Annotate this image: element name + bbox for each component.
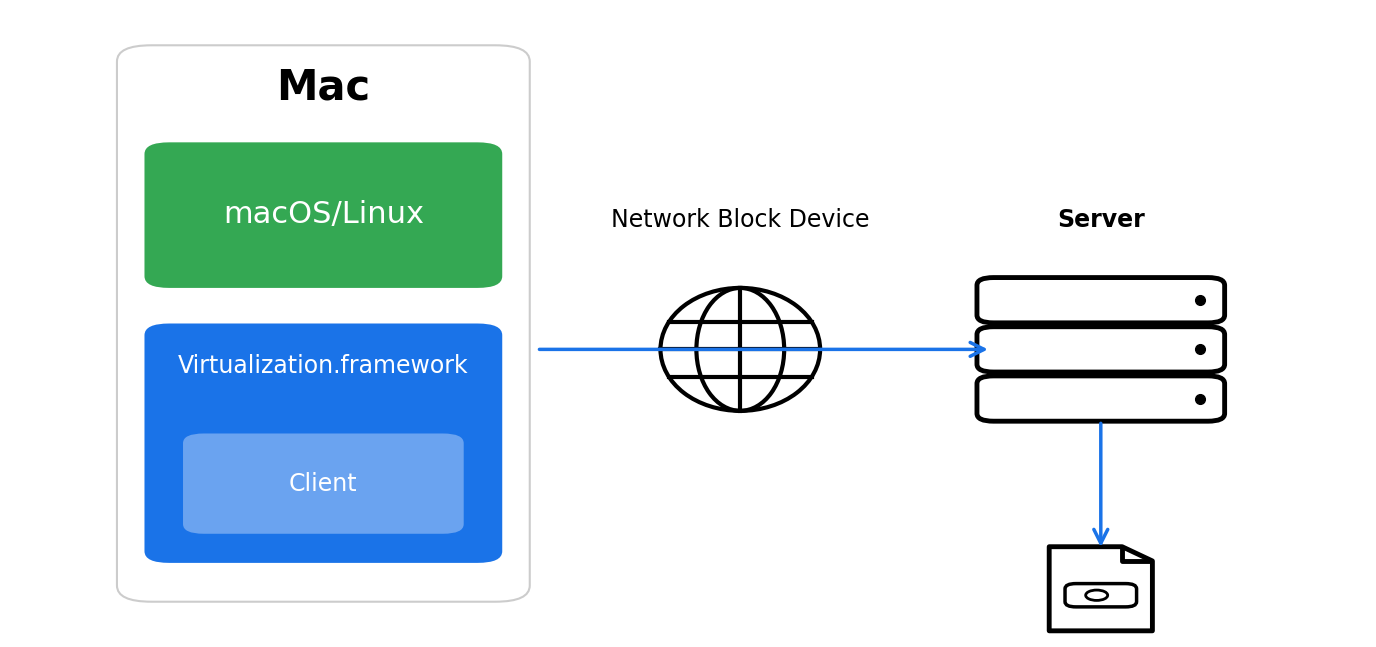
Text: Mac: Mac: [277, 67, 370, 108]
FancyBboxPatch shape: [977, 278, 1225, 323]
FancyBboxPatch shape: [117, 45, 530, 602]
Text: Virtualization.framework: Virtualization.framework: [178, 353, 469, 378]
FancyBboxPatch shape: [183, 433, 464, 534]
FancyBboxPatch shape: [144, 142, 502, 288]
Text: Network Block Device: Network Block Device: [611, 208, 870, 232]
PathPatch shape: [1050, 547, 1153, 631]
FancyBboxPatch shape: [144, 324, 502, 563]
Text: Client: Client: [289, 472, 358, 496]
Text: macOS/Linux: macOS/Linux: [223, 201, 424, 229]
FancyBboxPatch shape: [977, 327, 1225, 372]
Text: Server: Server: [1057, 208, 1145, 232]
FancyBboxPatch shape: [1065, 584, 1137, 607]
FancyBboxPatch shape: [977, 376, 1225, 421]
